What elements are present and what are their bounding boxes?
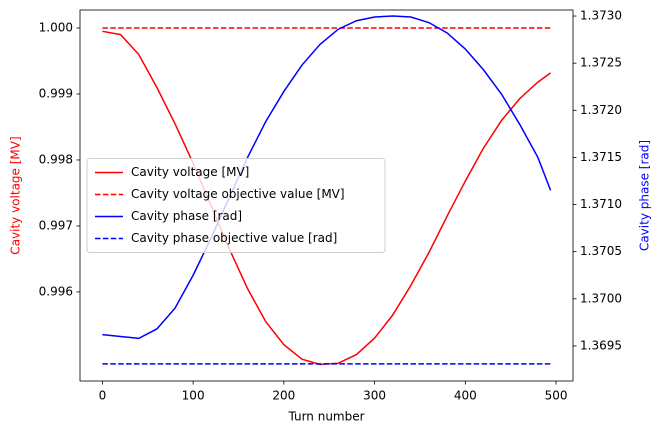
legend-label: Cavity voltage [MV] [131, 165, 249, 179]
y-axis-label: Cavity voltage [MV] [9, 136, 23, 254]
legend-label: Cavity phase objective value [rad] [131, 231, 337, 245]
x-tick-label: 500 [545, 389, 568, 403]
legend: Cavity voltage [MV] Cavity voltage object… [86, 158, 386, 253]
legend-box [86, 158, 386, 253]
series-line [102, 15, 552, 340]
x-tick-label: 0 [99, 389, 107, 403]
y-tick-label: 1.000 [39, 21, 73, 35]
y2-tick-label: 1.3720 [580, 103, 622, 117]
x-tick-label: 400 [454, 389, 477, 403]
y2-tick-label: 1.3730 [580, 9, 622, 23]
x-tick-label: 200 [272, 389, 295, 403]
y2-tick-label: 1.3725 [580, 56, 622, 70]
y2-axis-label: Cavity phase [rad] [638, 140, 652, 251]
y2-tick-label: 1.3695 [580, 338, 622, 352]
legend-label: Cavity phase [rad] [131, 209, 242, 223]
y2-tick-label: 1.3700 [580, 291, 622, 305]
x-tick-label: 100 [182, 389, 205, 403]
y-tick-label: 0.997 [39, 218, 73, 232]
y-tick-label: 0.998 [39, 152, 73, 166]
x-axis-label: Turn number [287, 410, 364, 424]
y-tick-label: 0.996 [39, 284, 73, 298]
legend-label: Cavity voltage objective value [MV] [131, 187, 345, 201]
x-tick-label: 300 [363, 389, 386, 403]
y2-tick-label: 1.3715 [580, 150, 622, 164]
y2-tick-label: 1.3705 [580, 244, 622, 258]
y2-tick-label: 1.3710 [580, 197, 622, 211]
y-tick-label: 0.999 [39, 86, 73, 100]
series-line [102, 30, 552, 366]
plot-frame [79, 9, 574, 382]
